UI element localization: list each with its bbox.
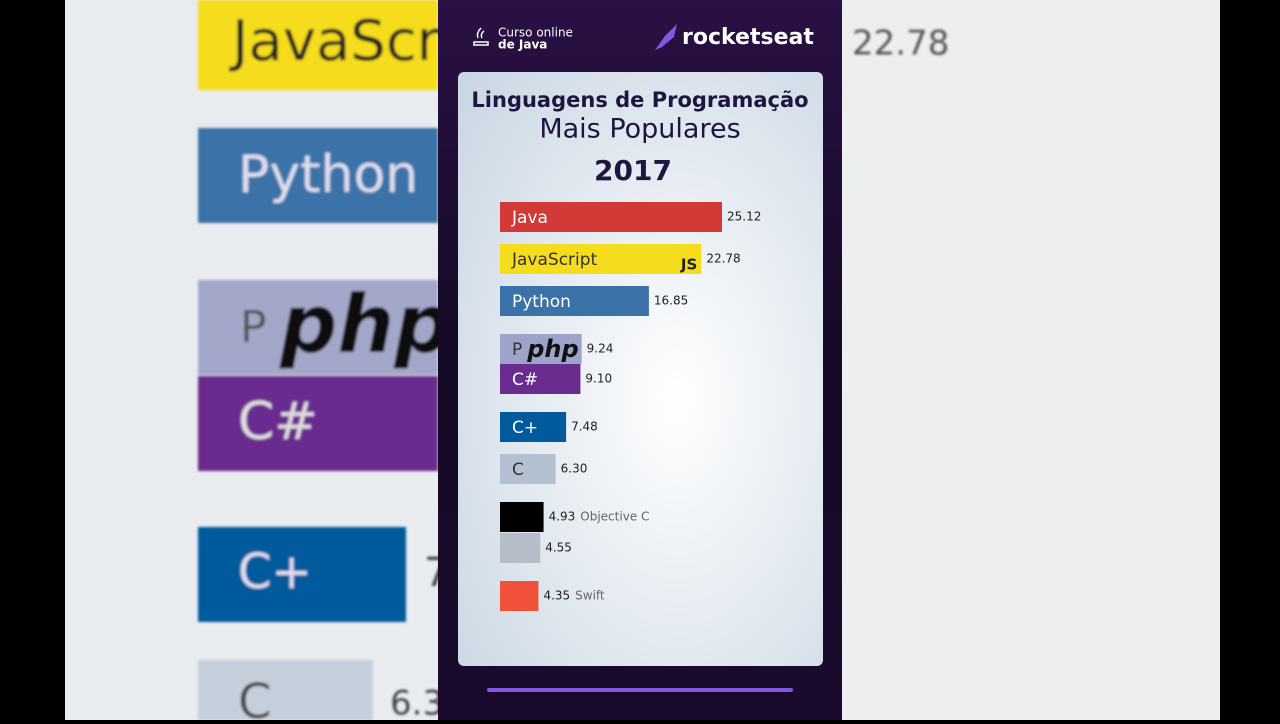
category-label: Swift — [575, 589, 605, 603]
category-label: Java — [511, 208, 548, 228]
logo-js: JS — [680, 256, 697, 274]
bg-bar — [198, 280, 438, 375]
bar — [500, 364, 581, 394]
category-label: C — [512, 460, 524, 480]
category-label: JavaScript — [511, 250, 598, 270]
progress-bar — [487, 688, 793, 692]
backdrop-text: C+ — [238, 544, 312, 600]
year-annotation: 2017 — [594, 154, 672, 187]
value-label: 25.12 — [727, 210, 761, 224]
value-label: 7.48 — [571, 420, 598, 434]
chart-title: Linguagens de Programação — [471, 88, 808, 112]
course-line2: de Java — [498, 38, 547, 52]
backdrop-text: Python — [238, 145, 418, 205]
brand: rocketseat — [682, 25, 814, 50]
backdrop-text: C — [238, 674, 272, 720]
backdrop-right — [842, 0, 1220, 720]
logo-php: php — [526, 335, 578, 363]
bar — [500, 581, 539, 611]
bar — [500, 533, 541, 563]
bg-bar — [198, 660, 373, 720]
bar — [500, 454, 556, 484]
value-label: 4.55 — [545, 541, 572, 555]
category-label: Objective C — [580, 510, 649, 524]
bg-bar — [198, 376, 438, 471]
bg-bar — [198, 527, 406, 622]
value-label: 16.85 — [654, 294, 688, 308]
backdrop-text: 6.3 — [390, 684, 444, 721]
bar — [500, 334, 582, 364]
backdrop-text: C# — [238, 392, 318, 452]
bar — [500, 412, 567, 442]
chart-subtitle: Mais Populares — [539, 114, 740, 145]
value-label: 4.35 — [543, 589, 570, 603]
bg-bar — [198, 128, 438, 223]
java-icon — [473, 27, 489, 46]
value-label: 9.10 — [585, 372, 612, 386]
backdrop-text: JavaScri — [229, 9, 455, 74]
bar — [500, 202, 722, 232]
backdrop-text: php — [279, 278, 451, 371]
category-label: C# — [512, 370, 538, 390]
value-label: 9.24 — [587, 342, 614, 356]
category-label: Python — [512, 292, 571, 312]
bar — [500, 502, 544, 532]
category-label: P — [512, 340, 522, 360]
value-label: 6.30 — [561, 462, 588, 476]
bg-bar — [198, 0, 438, 90]
category-label: C+ — [512, 418, 538, 438]
course-line1: Curso online — [498, 26, 573, 40]
bar — [500, 244, 702, 274]
backdrop-text: 22.78 — [852, 24, 949, 64]
value-label: 22.78 — [706, 252, 740, 266]
value-label: 4.93 — [549, 510, 576, 524]
backdrop-text: P — [240, 302, 267, 353]
brand-icon — [655, 24, 677, 50]
bar — [500, 286, 649, 316]
